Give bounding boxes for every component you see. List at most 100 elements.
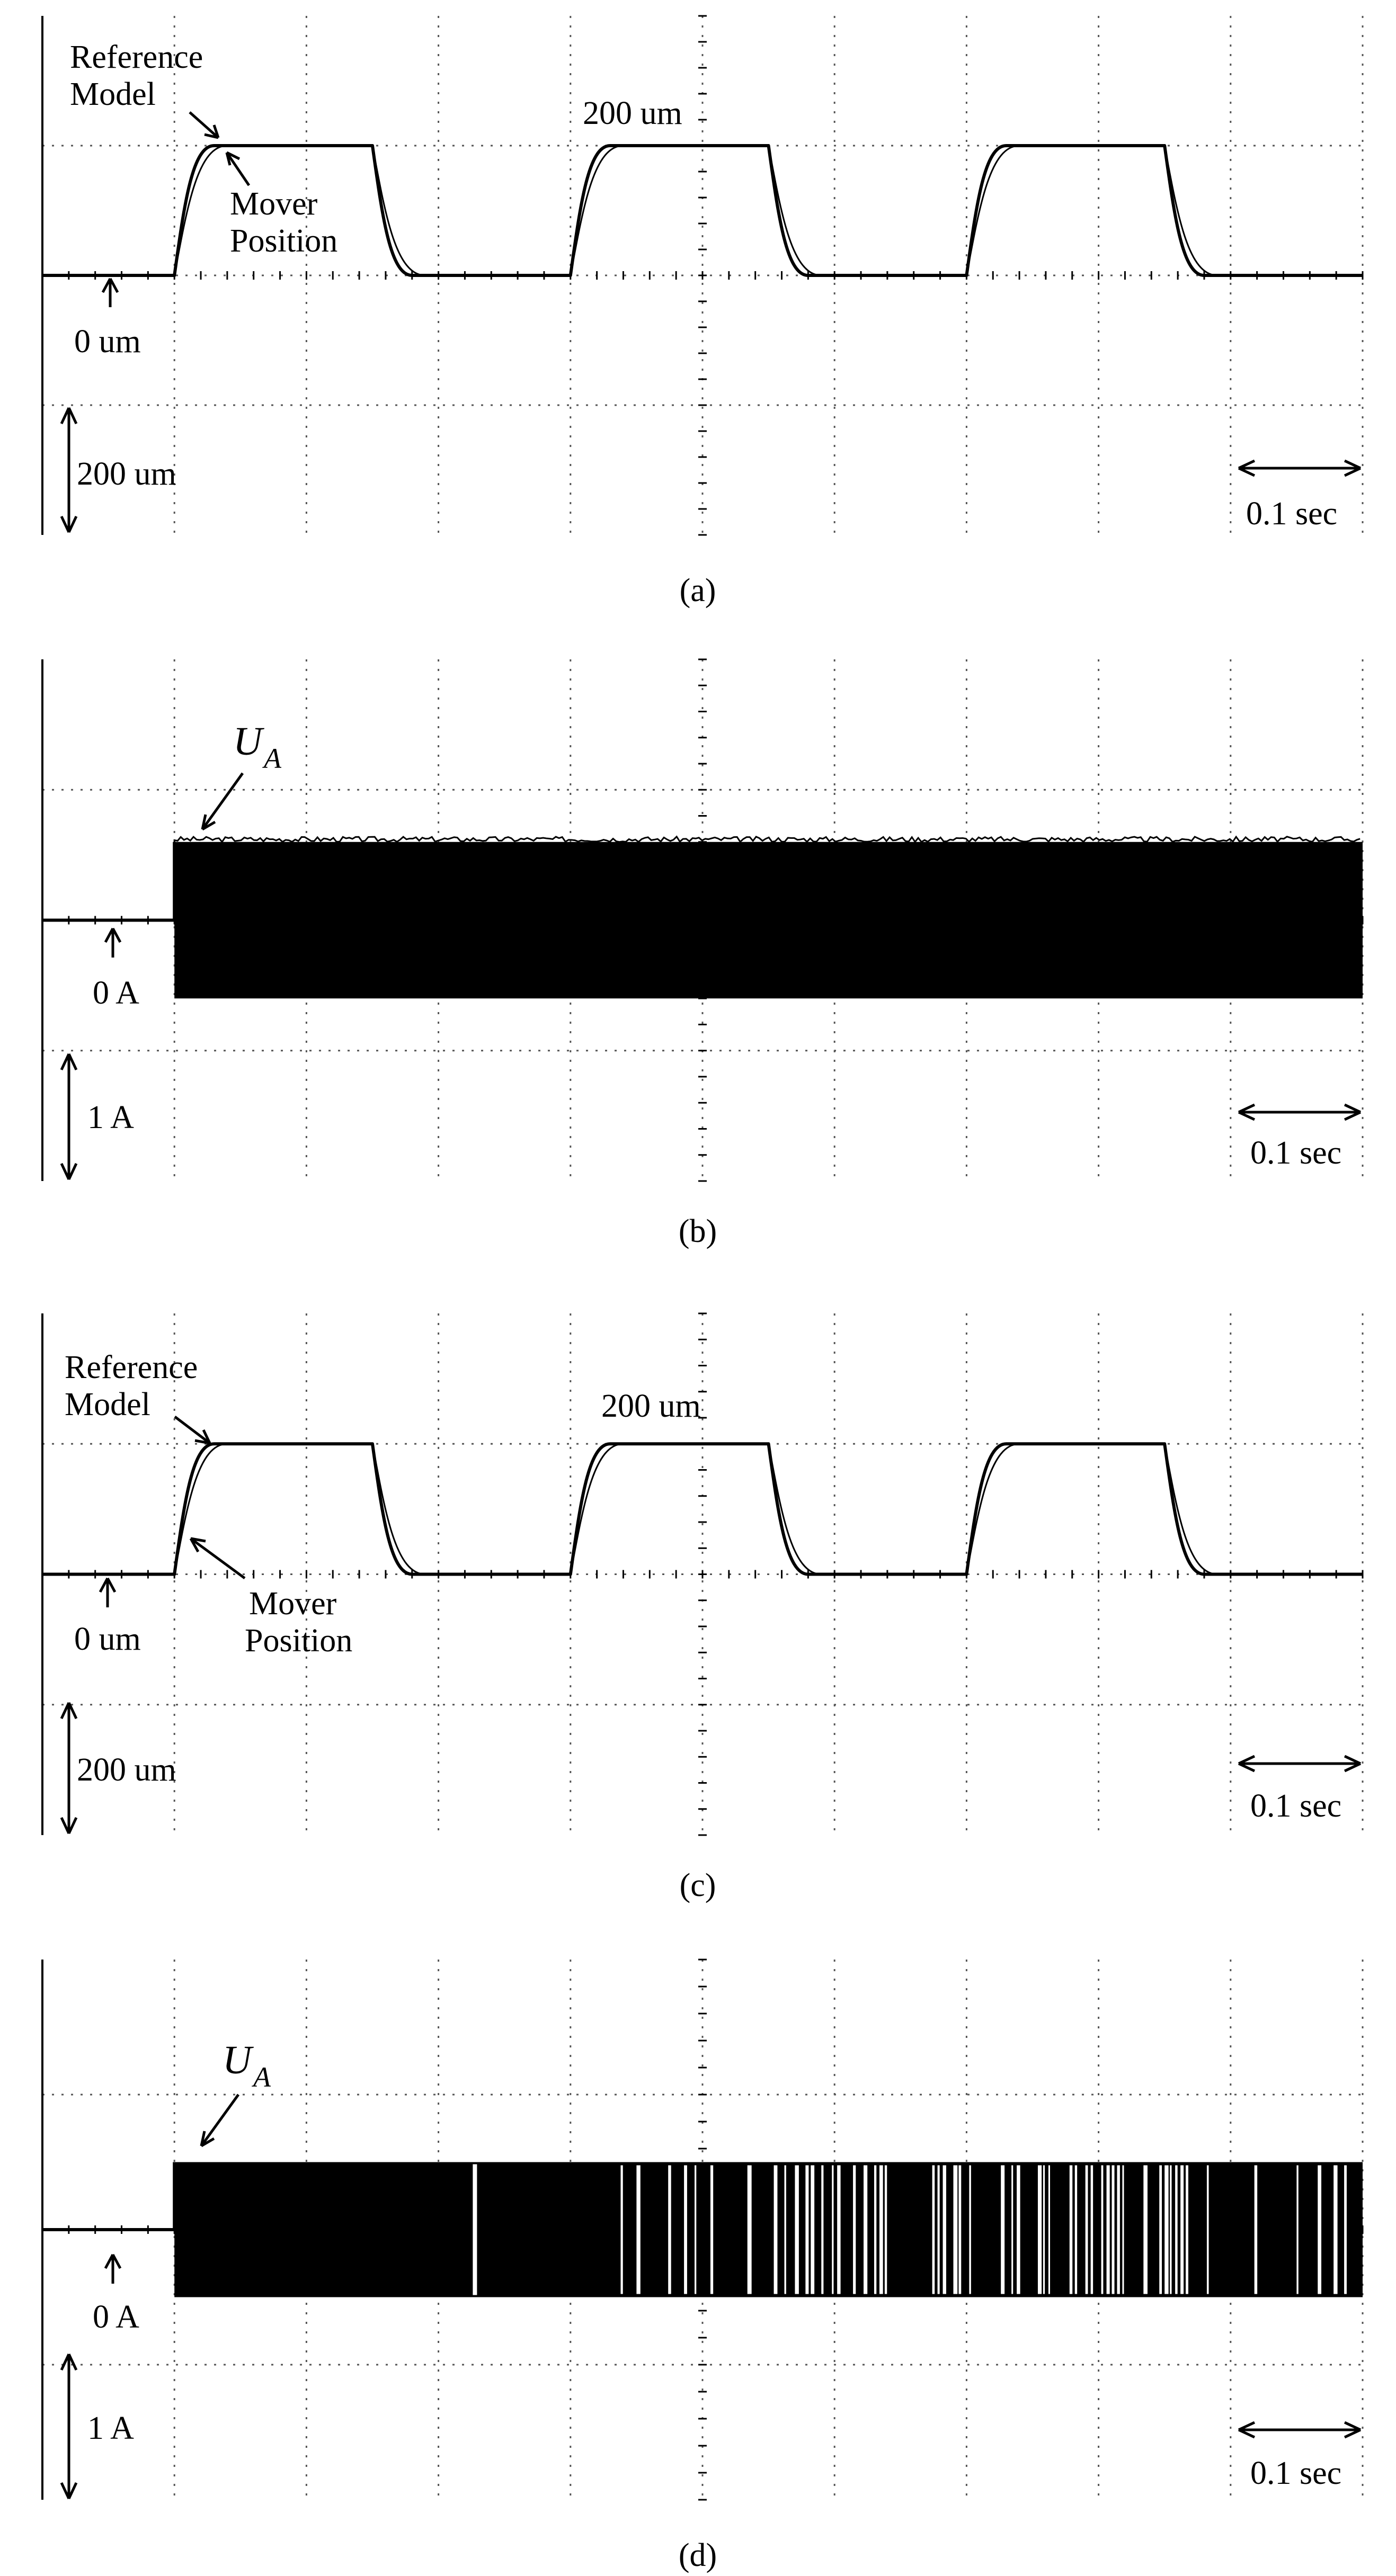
band-gap-d <box>805 2165 809 2294</box>
caption-d: (d) <box>679 2537 717 2573</box>
band-gap-d <box>636 2165 641 2294</box>
band-gap-d <box>710 2165 714 2294</box>
band-gap-d <box>953 2165 958 2294</box>
traces-c <box>42 1442 1363 1576</box>
zero-label-b: 0 A <box>93 975 139 1011</box>
panel-a: Reference Model Mover Position 200 um 0 … <box>41 15 1364 609</box>
band-gap-d <box>874 2165 877 2294</box>
band-gap-d <box>1122 2165 1124 2294</box>
level-label-c: 200 um <box>601 1388 701 1424</box>
ua-label-b: U <box>233 719 264 764</box>
band-gap-d <box>958 2165 962 2294</box>
band-gap-d <box>1011 2165 1013 2294</box>
vscale-arrow-c <box>60 1702 78 1835</box>
band-gap-d <box>1001 2165 1005 2294</box>
reference-model-label-a: Reference <box>70 39 203 75</box>
vscale-arrow-a <box>60 407 78 533</box>
caption-b: (b) <box>679 1213 717 1249</box>
band-gap-d <box>884 2165 887 2294</box>
band-gap-d <box>747 2165 752 2294</box>
reference-model-arrow-a <box>189 111 220 139</box>
band-gap-d <box>1037 2165 1042 2294</box>
zero-arrow-d <box>104 2253 122 2284</box>
band-gap-d <box>1180 2165 1184 2294</box>
band-gap-d <box>1296 2165 1299 2294</box>
zero-label-d: 0 A <box>93 2299 139 2335</box>
band-gap-d <box>1085 2165 1088 2294</box>
current-band-d <box>174 2162 1363 2297</box>
mover-position-trace-c <box>42 1443 1363 1575</box>
vscale-label-b: 1 A <box>87 1099 134 1135</box>
traces-a <box>42 144 1363 277</box>
band-gap-d <box>1164 2165 1169 2294</box>
band-gap-d <box>1106 2165 1110 2294</box>
vscale-arrow-d <box>60 2353 78 2500</box>
mover-position-label2-a: Position <box>230 223 337 259</box>
caption-a: (a) <box>680 573 716 609</box>
vscale-label-c: 200 um <box>77 1752 176 1788</box>
band-gap-d <box>864 2165 868 2294</box>
vscale-label-d: 1 A <box>87 2410 134 2446</box>
band-gap-d <box>821 2165 824 2294</box>
band-gap-d <box>853 2165 856 2294</box>
band-gap-d <box>695 2165 697 2294</box>
band-gap-d <box>1186 2165 1188 2294</box>
band-gap-d <box>942 2165 946 2294</box>
band-gap-d <box>473 2164 477 2295</box>
vscale-arrow-b <box>60 1053 78 1180</box>
band-gap-d <box>832 2165 834 2294</box>
mover-position-label2-c: Position <box>245 1623 352 1659</box>
band-gap-d <box>784 2165 786 2294</box>
band-gap-d <box>1112 2165 1115 2294</box>
band-gap-d <box>773 2165 778 2294</box>
band-gap-d <box>811 2165 815 2294</box>
band-gap-d <box>1254 2165 1258 2294</box>
ua-label-d: U <box>223 2038 254 2082</box>
band-gap-d <box>1344 2165 1347 2294</box>
zero-arrow-a <box>101 278 119 307</box>
tscale-label-d: 0.1 sec <box>1250 2455 1341 2491</box>
caption-c: (c) <box>680 1867 716 1903</box>
band-gap-d <box>795 2165 799 2294</box>
level-label-a: 200 um <box>583 95 682 131</box>
traces-d <box>42 2162 1363 2297</box>
mover-position-arrow-a <box>225 151 251 186</box>
tscale-label-a: 0.1 sec <box>1246 496 1337 532</box>
band-gap-d <box>1318 2165 1322 2294</box>
reference-model-label-c: Reference <box>65 1349 198 1385</box>
vscale-label-a: 200 um <box>77 456 176 492</box>
panel-d: U A 0 A 1 A 0.1 sec (d) <box>41 1958 1364 2573</box>
zero-arrow-b <box>104 927 122 958</box>
mover-position-arrow-c <box>189 1537 246 1580</box>
band-gap-d <box>1069 2165 1073 2294</box>
band-gap-d <box>837 2165 841 2294</box>
mover-position-label-a: Mover <box>230 186 318 222</box>
mover-position-label-c: Mover <box>249 1586 337 1622</box>
reference-model-label2-a: Model <box>70 76 156 112</box>
band-gap-d <box>620 2165 623 2294</box>
band-gap-d <box>1333 2165 1338 2294</box>
current-noise-b <box>173 835 1361 844</box>
tscale-arrow-d <box>1238 2421 1362 2439</box>
band-gap-d <box>1043 2165 1045 2294</box>
band-gap-d <box>1101 2165 1104 2294</box>
band-gap-d <box>1048 2165 1051 2294</box>
current-band-b <box>174 842 1363 999</box>
band-gap-d <box>932 2165 935 2294</box>
band-gap-d <box>1143 2165 1148 2294</box>
panel-c: Reference Model Mover Position 200 um 0 … <box>41 1312 1364 1903</box>
tscale-arrow-b <box>1238 1103 1362 1121</box>
band-gap-d <box>684 2165 687 2294</box>
reference-model-arrow-c <box>174 1416 211 1445</box>
band-gap-d <box>668 2165 671 2294</box>
ua-subscript-b: A <box>262 743 282 774</box>
zero-label-c: 0 um <box>74 1621 141 1657</box>
ua-arrow-b <box>201 772 244 831</box>
ua-subscript-d: A <box>252 2061 271 2093</box>
band-gap-d <box>1090 2165 1093 2294</box>
band-gap-d <box>969 2165 971 2294</box>
tscale-label-b: 0.1 sec <box>1250 1135 1341 1171</box>
zero-label-a: 0 um <box>74 324 141 360</box>
tscale-label-c: 0.1 sec <box>1250 1788 1341 1824</box>
